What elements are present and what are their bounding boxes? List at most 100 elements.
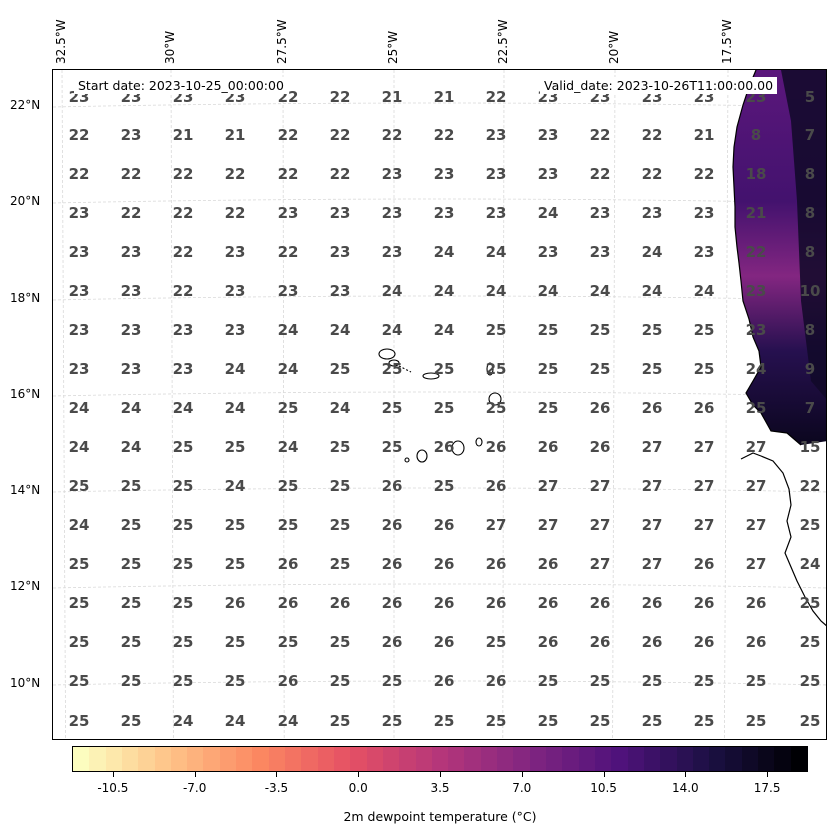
grid-value: 23 — [69, 282, 90, 300]
map-panel[interactable]: 23 23 23 23 22 22 21 21 22 23 23 23 23 23 5 22 23 21 21 22 2… — [52, 69, 827, 740]
grid-value: 22 — [694, 165, 715, 183]
grid-value: 26 — [434, 672, 455, 690]
grid-value: 25 — [225, 516, 246, 534]
lon-label: 20°W — [607, 30, 621, 64]
grid-value: 25 — [642, 672, 663, 690]
grid-value: 25 — [694, 672, 715, 690]
grid-value: 25 — [538, 712, 559, 730]
grid-value: 25 — [121, 477, 142, 495]
grid-value: 25 — [330, 438, 351, 456]
meridian-gridline — [612, 70, 616, 739]
grid-value: 18 — [746, 165, 767, 183]
grid-value: 23 — [590, 204, 611, 222]
grid-value: 24 — [642, 282, 663, 300]
grid-value: 23 — [746, 282, 767, 300]
grid-value: 25 — [121, 633, 142, 651]
grid-value: 25 — [121, 594, 142, 612]
grid-value: 24 — [225, 477, 246, 495]
grid-value: 8 — [805, 165, 815, 183]
grid-value: 27 — [590, 516, 611, 534]
grid-value: 22 — [642, 165, 663, 183]
grid-value: 22 — [800, 477, 821, 495]
parallel-gridline — [53, 198, 826, 204]
grid-value: 25 — [69, 672, 90, 690]
grid-value: 27 — [642, 477, 663, 495]
grid-value: 25 — [486, 360, 507, 378]
grid-value: 24 — [538, 282, 559, 300]
grid-value: 25 — [590, 712, 611, 730]
grid-value: 25 — [486, 399, 507, 417]
grid-value: 26 — [590, 633, 611, 651]
grid-value: 24 — [642, 243, 663, 261]
grid-value: 22 — [173, 204, 194, 222]
grid-value: 25 — [538, 321, 559, 339]
grid-value: 23 — [330, 243, 351, 261]
colorbar-title: 2m dewpoint temperature (°C) — [343, 809, 537, 824]
grid-value: 24 — [434, 282, 455, 300]
grid-value: 22 — [225, 204, 246, 222]
colorbar-tick-mark — [685, 772, 687, 777]
grid-value: 27 — [642, 516, 663, 534]
grid-value: 25 — [69, 712, 90, 730]
grid-value: 26 — [434, 555, 455, 573]
grid-value: 25 — [382, 712, 403, 730]
grid-value: 25 — [486, 321, 507, 339]
grid-value: 23 — [538, 126, 559, 144]
grid-value: 26 — [486, 672, 507, 690]
map-canvas: 23 23 23 23 22 22 21 21 22 23 23 23 23 23 5 22 23 21 21 22 2… — [53, 70, 826, 739]
grid-value: 23 — [121, 126, 142, 144]
grid-value: 21 — [694, 126, 715, 144]
grid-value: 25 — [330, 516, 351, 534]
grid-value: 25 — [69, 633, 90, 651]
grid-value: 25 — [173, 477, 194, 495]
grid-value: 24 — [278, 360, 299, 378]
grid-value: 25 — [642, 712, 663, 730]
grid-value: 23 — [694, 204, 715, 222]
grid-value: 21 — [173, 126, 194, 144]
grid-value: 27 — [538, 477, 559, 495]
grid-value: 25 — [694, 321, 715, 339]
grid-value: 23 — [69, 360, 90, 378]
grid-value: 27 — [642, 438, 663, 456]
lat-label: 18°N — [10, 291, 41, 305]
grid-value: 24 — [434, 321, 455, 339]
grid-value: 27 — [746, 555, 767, 573]
grid-value: 24 — [538, 204, 559, 222]
grid-value: 23 — [382, 204, 403, 222]
grid-value: 26 — [694, 399, 715, 417]
island-outline — [451, 440, 465, 456]
grid-value: 22 — [278, 165, 299, 183]
grid-value: 23 — [278, 204, 299, 222]
colorbar-tick-mark — [276, 772, 278, 777]
grid-value: 24 — [173, 399, 194, 417]
colorbar-tick-mark — [358, 772, 360, 777]
parallel-gridline — [53, 583, 826, 589]
colorbar-tick-label: 3.5 — [430, 781, 450, 795]
grid-value: 22 — [225, 165, 246, 183]
colorbar-tick-label: -3.5 — [264, 781, 289, 795]
island-outline — [486, 362, 494, 376]
grid-value: 9 — [805, 360, 815, 378]
colorbar-tick-label: 0.0 — [348, 781, 368, 795]
grid-value: 23 — [330, 282, 351, 300]
grid-value: 24 — [121, 399, 142, 417]
grid-value: 25 — [434, 399, 455, 417]
grid-value: 26 — [278, 594, 299, 612]
grid-value: 25 — [173, 555, 194, 573]
grid-value: 23 — [746, 321, 767, 339]
grid-value: 24 — [800, 555, 821, 573]
parallel-gridline — [53, 391, 826, 397]
grid-value: 25 — [173, 672, 194, 690]
grid-value: 8 — [751, 126, 761, 144]
grid-value: 27 — [746, 438, 767, 456]
grid-value: 24 — [486, 282, 507, 300]
grid-value: 26 — [694, 633, 715, 651]
grid-value: 25 — [746, 399, 767, 417]
grid-value: 26 — [486, 555, 507, 573]
grid-value: 25 — [121, 672, 142, 690]
grid-value: 24 — [121, 438, 142, 456]
grid-value: 25 — [538, 672, 559, 690]
lat-label: 14°N — [10, 483, 41, 497]
grid-value: 25 — [800, 516, 821, 534]
grid-value: 25 — [486, 633, 507, 651]
